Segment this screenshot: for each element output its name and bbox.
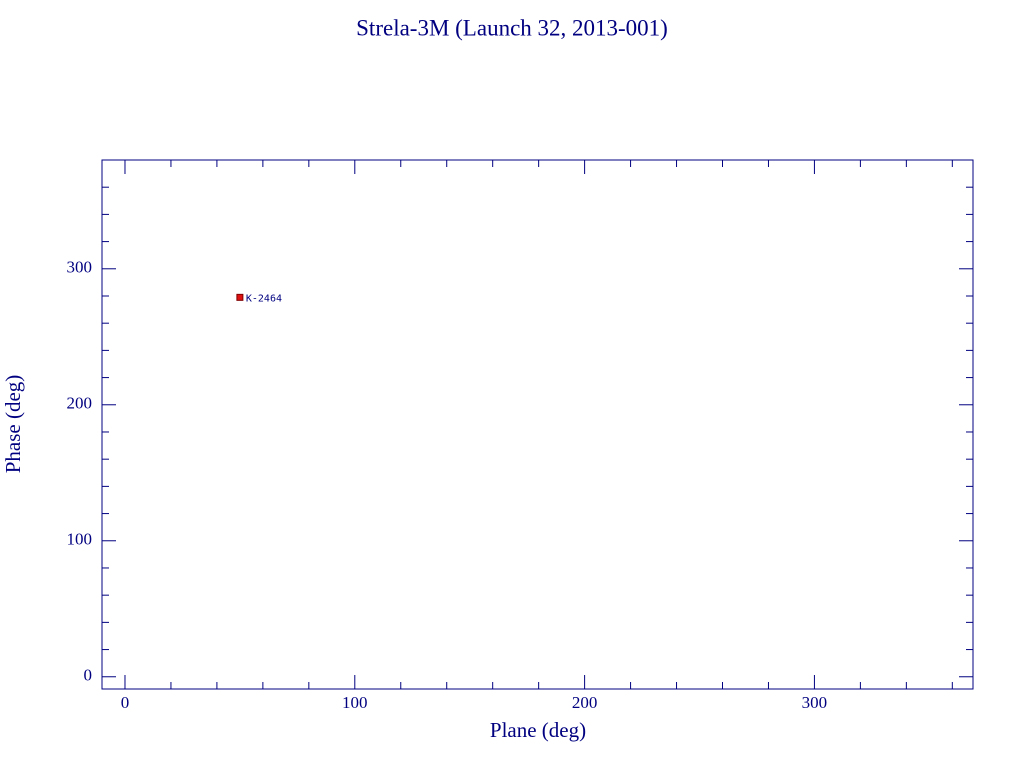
plot-frame bbox=[101, 159, 974, 690]
x-tick-label: 200 bbox=[572, 693, 598, 712]
x-tick-label: 100 bbox=[342, 693, 368, 712]
y-axis-label: Phase (deg) bbox=[1, 375, 25, 474]
chart-title: Strela-3M (Launch 32, 2013-001) bbox=[356, 15, 668, 40]
x-tick-label: 300 bbox=[802, 693, 828, 712]
y-tick-label: 0 bbox=[84, 666, 93, 685]
y-tick-label: 300 bbox=[67, 258, 93, 277]
y-tick-label: 100 bbox=[67, 530, 93, 549]
y-tick-label: 200 bbox=[67, 394, 93, 413]
scatter-point bbox=[236, 293, 244, 301]
point-label: K-2464 bbox=[246, 293, 282, 304]
x-tick-label: 0 bbox=[121, 693, 130, 712]
x-axis-label: Plane (deg) bbox=[490, 718, 586, 742]
